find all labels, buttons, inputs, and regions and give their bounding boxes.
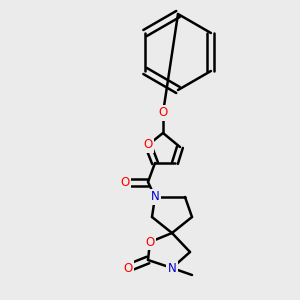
Text: N: N	[151, 190, 159, 203]
Text: O: O	[120, 176, 130, 188]
Text: O: O	[158, 106, 168, 119]
Text: N: N	[168, 262, 176, 275]
Text: O: O	[143, 139, 153, 152]
Text: O: O	[123, 262, 133, 275]
Text: O: O	[146, 236, 154, 248]
